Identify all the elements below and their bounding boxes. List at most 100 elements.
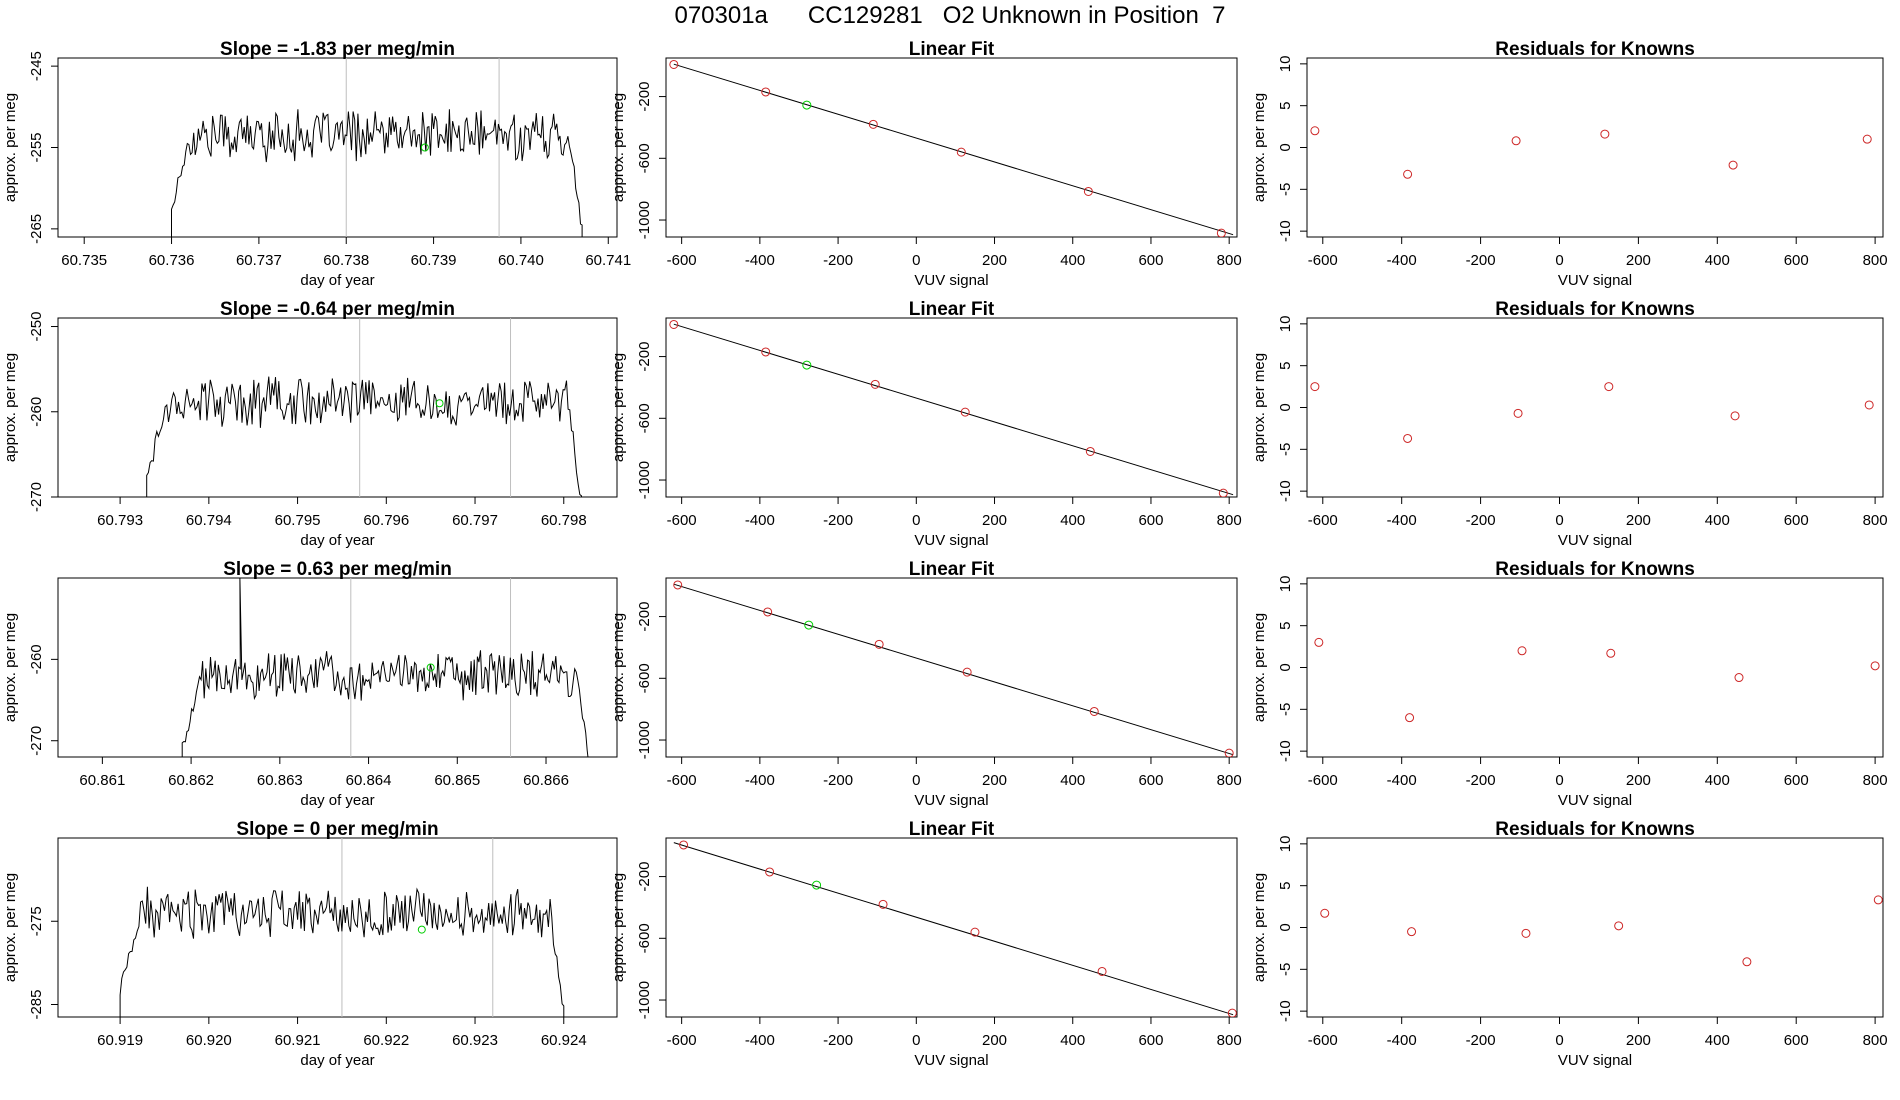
fit-panel-row3: Linear Fit -600 -400 -200 0 200 400 600 800 VUV s… bbox=[610, 559, 1242, 809]
residual-point bbox=[1873, 895, 1883, 905]
timeseries-panel-row1: Slope = -1.83 per meg/min 60.735 60.736 60.… bbox=[2, 39, 631, 289]
y-tick-label: -200 bbox=[636, 342, 653, 372]
y-tick-label: -265 bbox=[28, 214, 45, 244]
residual-point bbox=[1511, 136, 1521, 146]
x-tick-label: 60.797 bbox=[452, 512, 498, 529]
x-tick-label: 60.919 bbox=[97, 1032, 143, 1049]
known-point bbox=[874, 639, 884, 649]
residual-point bbox=[1314, 637, 1324, 647]
panel-title: Slope = 0 per meg/min bbox=[236, 819, 438, 840]
y-tick-label: -1000 bbox=[636, 201, 653, 239]
y-axis-label: approx. per meg bbox=[610, 613, 627, 722]
x-tick-label: 800 bbox=[1863, 1032, 1888, 1049]
x-tick-label: 200 bbox=[982, 772, 1007, 789]
x-tick-label: 60.865 bbox=[434, 772, 480, 789]
y-axis-label: approx. per meg bbox=[610, 873, 627, 982]
unknown-point bbox=[802, 360, 812, 370]
plot-area bbox=[669, 59, 1234, 237]
cylinder-id: CC129281 bbox=[807, 2, 923, 29]
x-tick-label: -600 bbox=[667, 1032, 697, 1049]
x-tick-label: 400 bbox=[1060, 772, 1085, 789]
y-axis-label: approx. per meg bbox=[1251, 93, 1268, 202]
timeseries-panel-row4: Slope = 0 per meg/min 60.919 60.920 60.921 6… bbox=[2, 819, 618, 1069]
x-tick-label: 400 bbox=[1705, 772, 1730, 789]
x-tick-label: -600 bbox=[1308, 772, 1338, 789]
known-point bbox=[1224, 748, 1234, 757]
known-point bbox=[962, 667, 972, 677]
plot-area bbox=[119, 838, 565, 1017]
x-tick-label: 60.924 bbox=[541, 1032, 587, 1049]
y-tick-label: -270 bbox=[28, 726, 45, 756]
residual-point bbox=[1407, 927, 1417, 937]
x-tick-label: 0 bbox=[1555, 1032, 1563, 1049]
y-tick-label: 5 bbox=[1277, 102, 1294, 110]
x-tick-label: -200 bbox=[823, 1032, 853, 1049]
x-tick-label: 800 bbox=[1863, 772, 1888, 789]
x-tick-label: 0 bbox=[1555, 512, 1563, 529]
x-tick-label: 0 bbox=[912, 1032, 920, 1049]
x-tick-label: 60.922 bbox=[363, 1032, 409, 1049]
y-tick-label: 5 bbox=[1277, 362, 1294, 370]
y-tick-label: -200 bbox=[636, 82, 653, 112]
y-axis-label: approx. per meg bbox=[1251, 873, 1268, 982]
fit-line bbox=[673, 842, 1234, 1016]
x-tick-label: -400 bbox=[1387, 252, 1417, 269]
x-tick-label: 200 bbox=[1626, 772, 1651, 789]
plot-area bbox=[673, 840, 1237, 1017]
residual-point bbox=[1517, 646, 1527, 656]
x-tick-label: -600 bbox=[1308, 512, 1338, 529]
x-tick-label: 0 bbox=[912, 772, 920, 789]
known-point bbox=[878, 899, 888, 909]
y-tick-label: -245 bbox=[28, 51, 45, 81]
y-tick-label: -10 bbox=[1277, 220, 1294, 242]
x-tick-label: 60.864 bbox=[346, 772, 392, 789]
y-tick-label: -1000 bbox=[636, 461, 653, 499]
known-point bbox=[868, 119, 878, 129]
x-tick-label: -200 bbox=[823, 772, 853, 789]
residual-point bbox=[1604, 382, 1614, 392]
fit-line bbox=[673, 583, 1234, 756]
residual-point bbox=[1606, 648, 1616, 658]
known-point bbox=[669, 319, 679, 329]
signal-trace bbox=[119, 886, 565, 1017]
known-point bbox=[870, 379, 880, 389]
y-tick-label: 5 bbox=[1277, 882, 1294, 890]
plot-frame bbox=[1306, 317, 1884, 498]
x-tick-label: -600 bbox=[1308, 1032, 1338, 1049]
x-axis-label: VUV signal bbox=[914, 272, 988, 289]
known-point bbox=[763, 607, 773, 617]
residuals-panel-row1: Residuals for Knowns -600 -400 -200 0 200 400 6… bbox=[1251, 39, 1888, 289]
y-tick-label: 0 bbox=[1277, 143, 1294, 151]
x-tick-label: -200 bbox=[1466, 772, 1496, 789]
x-tick-label: 600 bbox=[1784, 252, 1809, 269]
panel-title: Residuals for Knowns bbox=[1495, 819, 1695, 840]
y-tick-label: -10 bbox=[1277, 740, 1294, 762]
residual-point bbox=[1862, 134, 1872, 144]
y-tick-label: -5 bbox=[1277, 183, 1294, 196]
known-point bbox=[1083, 186, 1093, 196]
x-tick-label: 60.798 bbox=[541, 512, 587, 529]
x-axis-label: day of year bbox=[300, 532, 374, 549]
x-tick-label: -200 bbox=[1466, 1032, 1496, 1049]
known-point bbox=[761, 87, 771, 97]
x-tick-label: -600 bbox=[667, 772, 697, 789]
y-axis-label: approx. per meg bbox=[1251, 353, 1268, 462]
known-point bbox=[1216, 228, 1226, 237]
unknown-point bbox=[804, 620, 814, 630]
known-point bbox=[669, 59, 679, 69]
panel-title: Slope = -0.64 per meg/min bbox=[220, 299, 455, 320]
x-tick-label: 400 bbox=[1060, 252, 1085, 269]
x-axis-label: VUV signal bbox=[914, 532, 988, 549]
x-tick-label: 800 bbox=[1217, 1032, 1242, 1049]
known-point bbox=[1085, 446, 1095, 456]
residual-point bbox=[1521, 928, 1531, 938]
x-tick-label: 600 bbox=[1784, 1032, 1809, 1049]
x-tick-label: 60.740 bbox=[498, 252, 544, 269]
x-axis-label: VUV signal bbox=[1558, 792, 1632, 809]
x-tick-label: 800 bbox=[1217, 252, 1242, 269]
timeseries-panel-row3: Slope = 0.63 per meg/min 60.861 60.862 60.8… bbox=[2, 559, 618, 809]
y-tick-label: -270 bbox=[28, 482, 45, 512]
unknown-mean-point bbox=[426, 663, 435, 672]
figure-description: O2 Unknown in Position 7 bbox=[942, 2, 1226, 29]
x-tick-label: 60.737 bbox=[236, 252, 282, 269]
